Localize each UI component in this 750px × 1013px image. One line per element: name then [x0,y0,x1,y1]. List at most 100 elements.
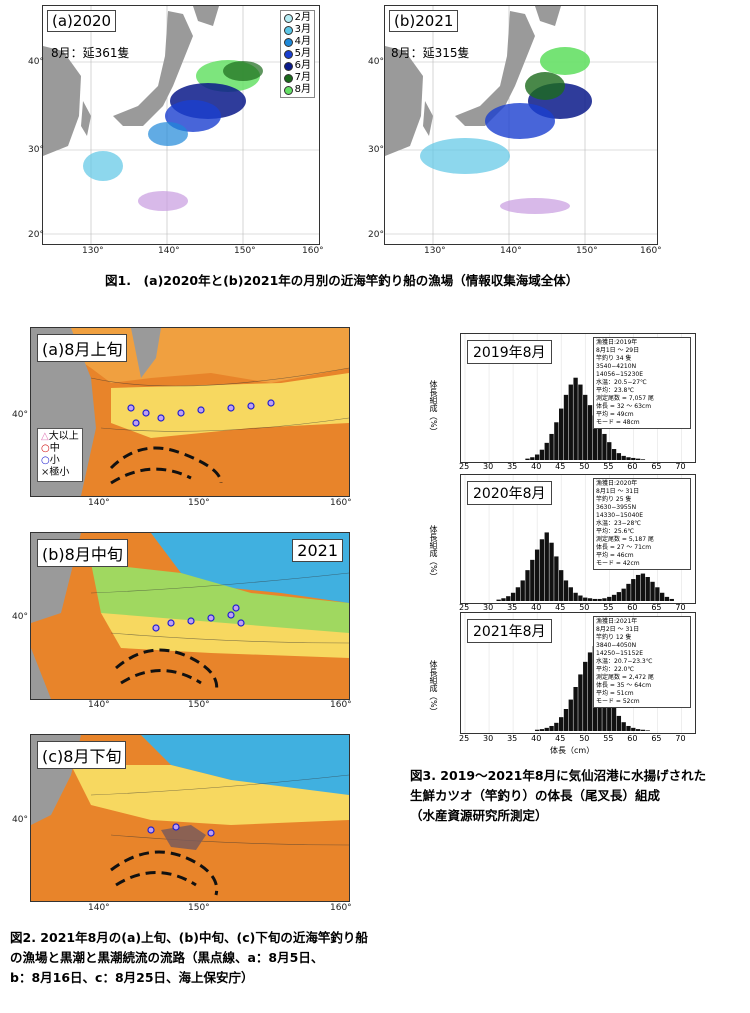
histogram-bar [631,457,636,460]
legend-row: 3月 [283,24,311,36]
histogram-bar [559,408,564,460]
histogram-bar [549,725,554,731]
histogram-bar [611,449,617,460]
histogram-bar [635,729,641,731]
lon-tick: 160° [330,700,352,710]
histogram-bar [568,699,573,731]
histogram-bar [616,453,622,460]
histogram-bar [539,729,545,731]
histogram-bar [515,587,521,601]
x-tick-label: 25 [459,462,470,471]
histogram-bar [559,570,564,601]
fig2-label-b: (b)8月中旬 [37,539,128,567]
fig3-xticks-2020: 25 30 35 40 45 50 55 60 65 70 [459,603,694,614]
legend-row: 7月 [283,72,311,84]
histogram-bar [573,592,578,601]
x-tick-label: 55 [603,603,614,612]
legend-item: ×極小 [41,467,70,478]
x-tick-label: 65 [651,734,662,743]
fig3-xticks-2019: 25 30 35 40 45 50 55 60 65 70 [459,462,694,473]
legend-item: ○小 [41,455,60,466]
histogram-bar [544,532,549,601]
legend-row: 4月 [283,36,311,48]
histogram-bar [611,594,617,601]
lat-tick: 40° [12,410,28,420]
lon-tick: 140° [158,246,180,256]
histogram-bar [506,596,511,601]
histogram-bar [611,705,617,731]
x-tick-label: 35 [507,603,518,612]
histogram-bar [583,661,588,731]
fig3-hist-2021: 2021年8月 漁獲日:2021年 8月2日 ～ 31日 竿釣り 12 隻 3840… [460,612,696,734]
histogram-bar [554,422,559,460]
fig3-xticks-2021: 25 30 35 40 45 50 55 60 65 70 [459,734,694,745]
histogram-bar [607,596,612,601]
histogram-bar [568,587,573,601]
fig1-label-2020: (a)2020 [47,10,117,32]
histogram-bar [621,588,626,601]
lat-tick: 20° [368,230,384,240]
histogram-bar [602,433,607,460]
histogram-bar [635,574,641,601]
x-tick-label: 40 [531,462,542,471]
histogram-bar [587,652,593,731]
fig1-map-2020-svg [43,6,319,244]
fig1-month-legend: 2月 3月 4月 5月 6月 7月 8月 [279,10,315,98]
x-tick-label: 65 [651,603,662,612]
fig3-ylabel: 体長組成（%） [429,660,438,716]
histogram-bar [583,394,588,460]
x-tick-label: 40 [531,734,542,743]
caption-line: 図2. 2021年8月の(a)上旬、(b)中旬、(c)下旬の近海竿釣り船 [10,930,368,945]
lon-tick: 150° [188,700,210,710]
histogram-bar [621,455,626,460]
legend-row: 5月 [283,48,311,60]
fig1-2020-points [83,60,263,211]
caption-line: （水産資源研究所測定） [410,808,548,823]
histogram-bar [539,539,545,601]
histogram-bar [563,394,569,460]
histogram-bar [578,674,583,731]
lat-tick: 40° [368,57,384,67]
x-tick-label: 35 [507,734,518,743]
histogram-bar [530,559,535,601]
histogram-bar [563,580,569,601]
x-tick-label: 65 [651,462,662,471]
lon-tick: 150° [188,903,210,913]
histogram-bar [587,405,593,460]
histogram-bar [534,549,540,601]
fig3-ylabel: 体長組成（%） [429,525,438,581]
fig2-label-c: (c)8月下旬 [37,741,127,769]
fig1-sub-2020: 8月：延361隻 [51,46,130,60]
histogram-bar [549,433,554,460]
caption-line: の漁場と黒潮と黒潮続流の流路（黒点線、a：8月5日、 [10,950,324,965]
x-tick-label: 55 [603,462,614,471]
lon-tick: 150° [576,246,598,256]
histogram-bar [554,722,559,731]
legend-item: ○中 [41,443,60,454]
x-tick-label: 70 [675,462,686,471]
x-tick-label: 40 [531,603,542,612]
lon-tick: 140° [88,498,110,508]
x-tick-label: 55 [603,734,614,743]
x-tick-label: 25 [459,734,470,743]
fig3-title-2019: 2019年8月 [467,340,552,364]
lon-tick: 160° [640,246,662,256]
x-tick-label: 50 [579,734,590,743]
histogram-bar [554,556,559,601]
histogram-bar [578,384,583,460]
caption-line: 生鮮カツオ（竿釣り）の体長（尾叉長）組成 [410,788,661,803]
histogram-bar [525,570,530,601]
histogram-bar [597,598,602,601]
lat-tick: 40° [28,57,44,67]
lat-tick: 40° [12,612,28,622]
fig1-2021-points [420,47,592,214]
lon-tick: 130° [82,246,104,256]
histogram-bar [544,442,549,460]
legend-row: 2月 [283,12,311,24]
histogram-bar [635,458,641,460]
histogram-bar [592,415,597,460]
lon-tick: 140° [500,246,522,256]
x-tick-label: 60 [627,734,638,743]
fig3-info-2020: 漁獲日:2020年 8月1日 ～ 31日 竿釣り 25 隻 3630−3955N 14… [593,478,691,570]
lon-tick: 150° [188,498,210,508]
